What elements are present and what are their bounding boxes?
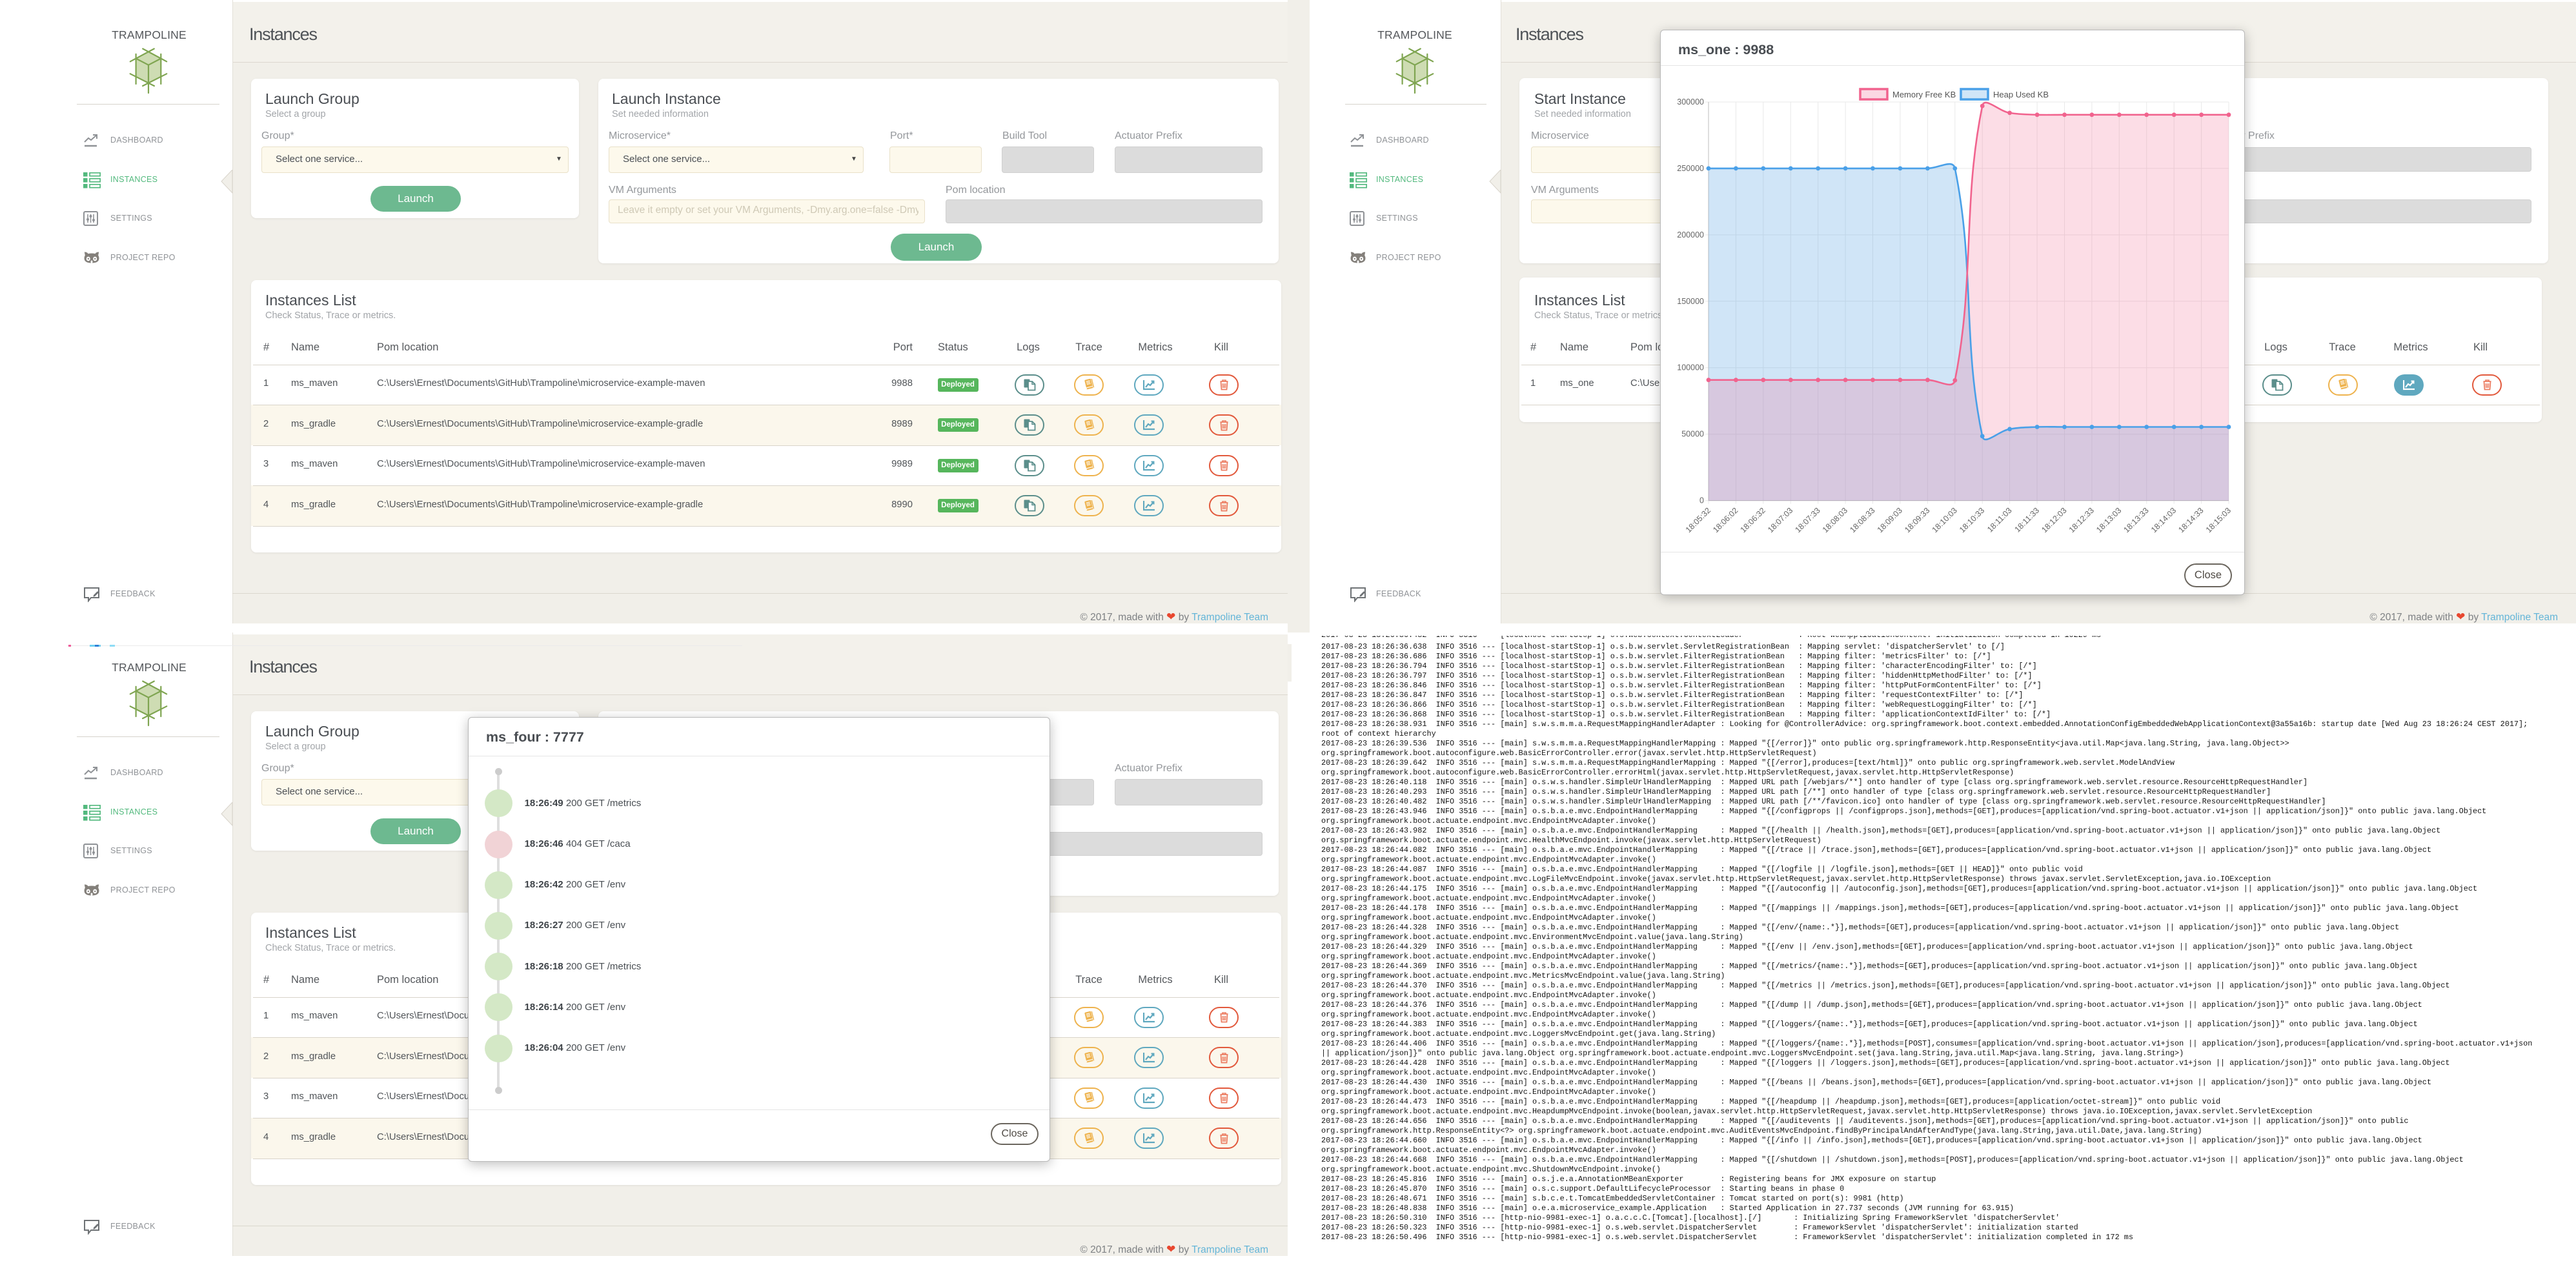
svg-text:18:12:33: 18:12:33	[2067, 506, 2096, 534]
svg-text:18:11:33: 18:11:33	[2013, 506, 2042, 534]
svg-text:50000: 50000	[1681, 430, 1704, 439]
svg-text:300000: 300000	[1677, 97, 1704, 106]
svg-text:18:13:03: 18:13:03	[2094, 506, 2123, 534]
svg-text:18:06:02: 18:06:02	[1711, 506, 1739, 534]
svg-text:18:08:33: 18:08:33	[1848, 506, 1876, 534]
svg-text:200000: 200000	[1677, 230, 1704, 239]
svg-text:18:10:33: 18:10:33	[1958, 506, 1986, 534]
svg-text:18:07:03: 18:07:03	[1766, 506, 1794, 534]
svg-text:250000: 250000	[1677, 164, 1704, 173]
svg-text:18:09:33: 18:09:33	[1903, 506, 1931, 534]
svg-text:18:07:33: 18:07:33	[1794, 506, 1822, 534]
svg-text:18:14:33: 18:14:33	[2176, 506, 2205, 534]
svg-text:18:06:32: 18:06:32	[1739, 506, 1767, 534]
svg-text:18:14:03: 18:14:03	[2149, 506, 2178, 534]
svg-text:18:08:03: 18:08:03	[1821, 506, 1849, 534]
svg-text:18:12:03: 18:12:03	[2040, 506, 2068, 534]
svg-text:18:15:03: 18:15:03	[2204, 506, 2233, 534]
svg-text:18:05:32: 18:05:32	[1684, 506, 1712, 534]
svg-text:18:11:03: 18:11:03	[1985, 506, 2014, 534]
svg-text:100000: 100000	[1677, 363, 1704, 372]
svg-text:0: 0	[1699, 496, 1704, 505]
svg-text:18:13:33: 18:13:33	[2122, 506, 2151, 534]
svg-text:Memory Free KB: Memory Free KB	[1892, 90, 1956, 99]
svg-text:Heap Used KB: Heap Used KB	[1993, 90, 2049, 99]
svg-text:18:10:03: 18:10:03	[1931, 506, 1959, 534]
svg-text:150000: 150000	[1677, 297, 1704, 306]
svg-text:18:09:03: 18:09:03	[1876, 506, 1904, 534]
